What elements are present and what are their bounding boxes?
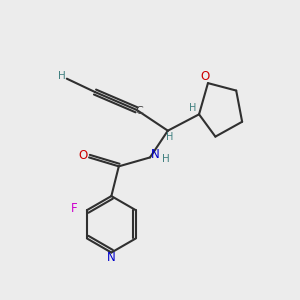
Text: O: O — [79, 148, 88, 162]
Text: H: H — [189, 103, 196, 113]
Text: F: F — [71, 202, 78, 215]
Text: H: H — [162, 154, 169, 164]
Text: H: H — [58, 71, 65, 81]
Text: N: N — [151, 148, 160, 161]
Text: C: C — [136, 106, 143, 116]
Text: H: H — [166, 132, 173, 142]
Text: N: N — [107, 251, 116, 264]
Text: O: O — [200, 70, 210, 83]
